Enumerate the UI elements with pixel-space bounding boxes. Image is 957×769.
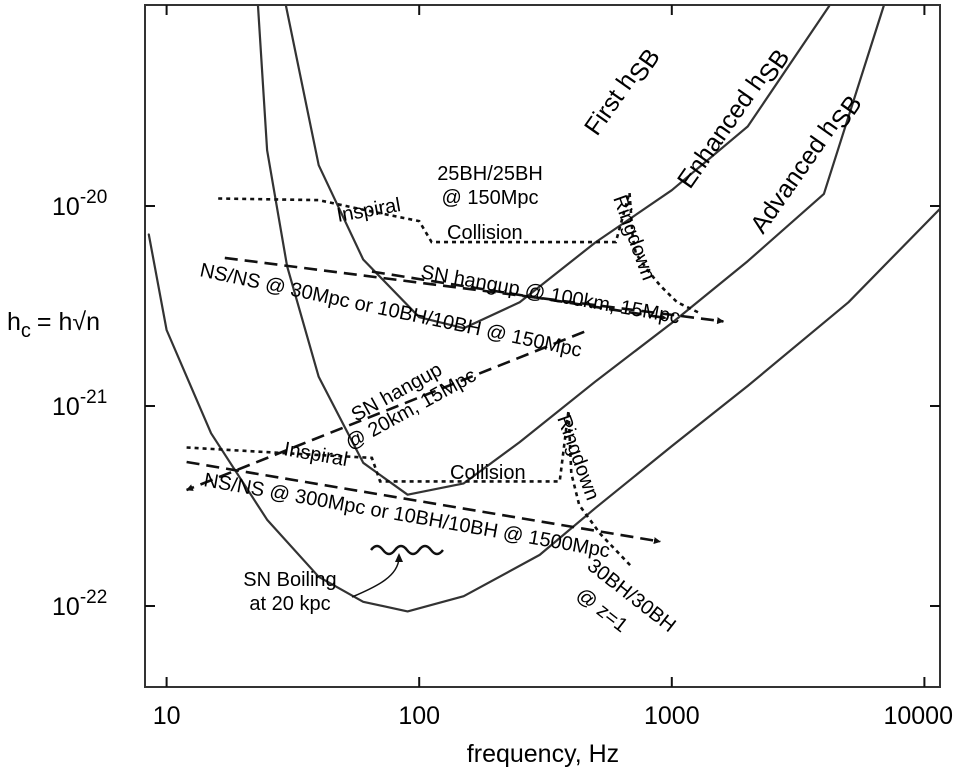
sensitivity-curve-advanced — [147, 207, 940, 613]
label-collision-top: Collision — [447, 222, 523, 244]
signal-track-inspiral-coll-ring-30 — [186, 410, 634, 569]
y-axis-label: hc = h√n — [7, 308, 100, 342]
y-tick-label--20: 10-20 — [52, 187, 107, 221]
x-axis-label: frequency, Hz — [467, 740, 619, 768]
sensitivity-curve-first — [284, 5, 831, 330]
label-collision-bottom: Collision — [450, 462, 526, 484]
label-sn-boiling-line2: at 20 kpc — [249, 593, 330, 615]
y-tick-label--22: 10-22 — [52, 587, 107, 621]
sn-boiling-squiggle — [370, 544, 444, 556]
signal-track-sn-hangup-100 — [371, 270, 667, 321]
label-25bh-line1: 25BH/25BH — [437, 163, 543, 185]
x-tick-label-1000: 1000 — [644, 702, 700, 730]
label-nsns-30: NS/NS @ 30Mpc or 10BH/10BH @ 150Mpc — [198, 259, 584, 362]
sn-boiling-pointer — [351, 557, 400, 598]
signal-track-nsns-300 — [186, 460, 661, 545]
x-tick-label-100: 100 — [398, 702, 440, 730]
label-first-hsb: First hSB — [579, 40, 666, 144]
x-tick-label-10000: 10000 — [883, 702, 953, 730]
sensitivity-curves — [147, 5, 940, 613]
label-advanced-hsb: Advanced hSB — [745, 87, 868, 242]
signal-track-sn-hangup-20 — [185, 330, 585, 492]
plot-frame — [144, 4, 941, 688]
label-ringdown-bottom: Ringdown — [552, 412, 603, 503]
signal-track-nsns-30 — [224, 256, 725, 325]
label-inspiral-bottom: Inspiral — [282, 438, 349, 471]
label-25bh-line2: @ 150Mpc — [441, 187, 538, 209]
sn-boiling-pointer-arrowhead — [395, 553, 403, 562]
signal-tracks — [185, 192, 725, 569]
axis-ticks: 10 100 1000 10000 10-20 10-21 10-22 — [52, 5, 953, 730]
y-tick-label--21: 10-21 — [52, 387, 107, 421]
label-inspiral-top: Inspiral — [335, 194, 402, 227]
label-enhanced-hsb: Enhanced hSB — [672, 41, 796, 197]
label-sn-boiling-line1: SN Boiling — [243, 569, 336, 591]
x-tick-label-10: 10 — [153, 702, 181, 730]
